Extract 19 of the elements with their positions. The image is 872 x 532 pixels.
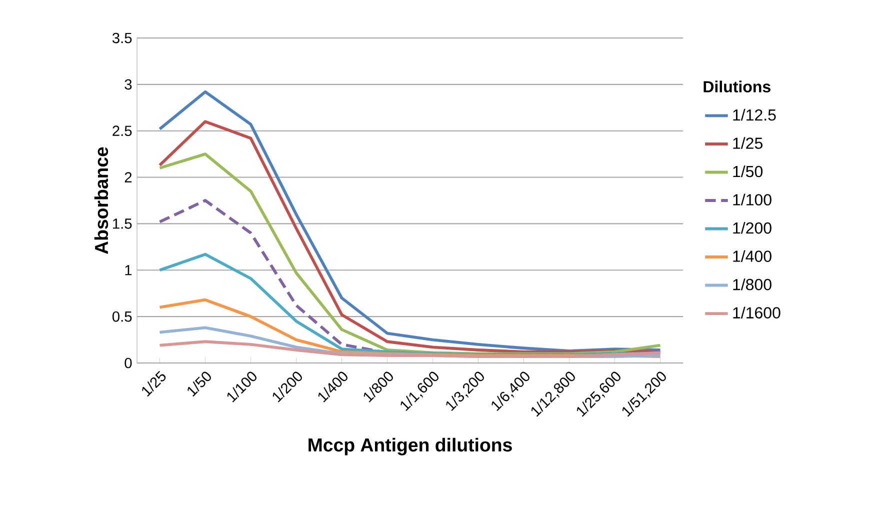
y-tick-label: 3 bbox=[124, 79, 132, 90]
legend-label: 1/50 bbox=[733, 165, 763, 178]
legend-label: 1/25 bbox=[733, 137, 762, 149]
y-tick-label: 2.5 bbox=[112, 126, 132, 136]
legend-label: 1/800 bbox=[733, 278, 772, 290]
legend-label: 1/12.5 bbox=[733, 108, 776, 121]
y-tick-label: 3.5 bbox=[112, 32, 132, 44]
y-tick-label: 0 bbox=[124, 358, 132, 368]
y-axis-title: Absorbance bbox=[94, 147, 108, 254]
legend-label: 1/200 bbox=[733, 222, 772, 234]
legend-label: 1/400 bbox=[733, 250, 772, 262]
legend-title: Dilutions bbox=[704, 80, 770, 92]
y-tick-label: 1 bbox=[125, 265, 132, 276]
x-axis-title: Mccp Antigen dilutions bbox=[308, 438, 512, 456]
legend-label: 1/100 bbox=[733, 194, 772, 206]
y-tick-label: 0.5 bbox=[112, 311, 132, 322]
legend-label: 1/1600 bbox=[733, 306, 780, 318]
y-tick-label: 1.5 bbox=[113, 218, 132, 229]
y-tick-label: 2 bbox=[124, 172, 132, 182]
